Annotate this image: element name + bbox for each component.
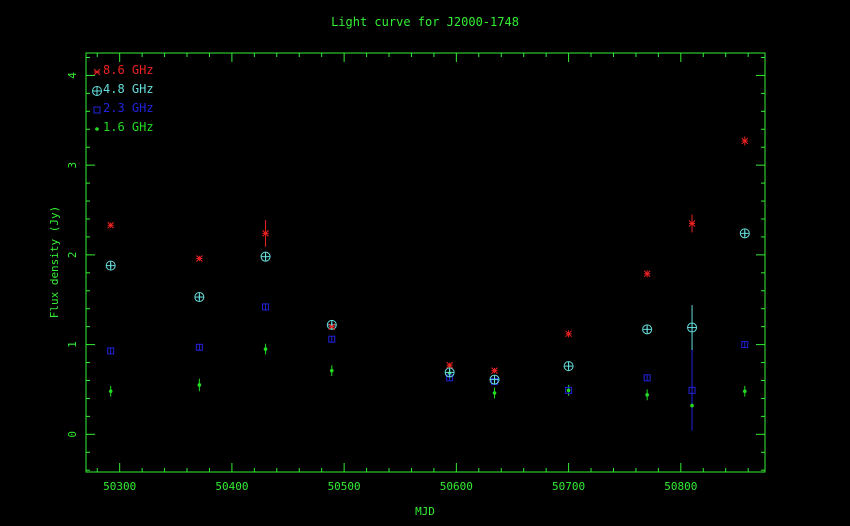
data-point: [262, 229, 269, 237]
square-outline: [565, 386, 573, 394]
data-point: [688, 220, 696, 227]
data-point: [741, 137, 749, 145]
dot-fill: [197, 383, 202, 387]
data-point: [739, 228, 750, 239]
square-outline: [107, 347, 115, 355]
data-point: [328, 335, 336, 343]
data-point: [194, 292, 205, 303]
asterisk-stroke: [196, 255, 203, 262]
asterisk-stroke: [446, 361, 453, 369]
data-point: [197, 383, 202, 387]
data-point: [565, 330, 572, 338]
asterisk-stroke: [491, 367, 498, 374]
error-bars: [110, 136, 746, 431]
data-point: [195, 343, 203, 351]
data-point: [563, 361, 574, 372]
data-point: [260, 251, 271, 262]
square-outline: [741, 341, 749, 349]
y-tick-label: 3: [66, 162, 79, 169]
square-outline: [328, 335, 336, 343]
square-outline: [688, 386, 696, 394]
square-outline: [93, 106, 101, 114]
dot-fill: [492, 391, 497, 395]
data-point: [262, 303, 270, 311]
data-point: [263, 347, 268, 351]
x-tick-label: 50500: [328, 480, 361, 493]
data-point: [687, 322, 698, 333]
legend: 8.6 GHz 4.8 GHz 2.3 GHz 1.6 GHz: [92, 63, 154, 134]
dot-fill: [263, 347, 268, 351]
data-point: [444, 367, 455, 378]
legend-marker: [93, 68, 101, 76]
dot-fill: [329, 368, 334, 373]
data-point: [489, 374, 500, 385]
x-axis-label: MJD: [415, 505, 435, 518]
dot-fill: [95, 127, 99, 131]
data-point: [645, 393, 649, 397]
data-point: [196, 255, 203, 262]
dot-fill: [566, 388, 571, 393]
asterisk-stroke: [643, 270, 651, 278]
asterisk-stroke: [262, 229, 269, 237]
data-point: [491, 367, 498, 374]
data-point: [741, 341, 749, 349]
data-point: [688, 386, 696, 394]
y-tick-label: 2: [66, 252, 79, 259]
y-tick-label: 1: [66, 341, 79, 348]
data-point: [446, 361, 453, 369]
x-tick-label: 50600: [440, 480, 473, 493]
asterisk-stroke: [741, 137, 749, 145]
data-point: [566, 388, 571, 393]
x-tick-label: 50800: [664, 480, 697, 493]
data-point: [492, 391, 497, 395]
asterisk-stroke: [688, 220, 696, 227]
square-outline: [195, 343, 203, 351]
data-point: [328, 323, 336, 331]
data-point: [326, 319, 337, 330]
chart-title: Light curve for J2000-1748: [331, 15, 519, 29]
y-tick-label: 0: [66, 431, 79, 438]
asterisk-stroke: [107, 221, 115, 229]
asterisk-stroke: [328, 323, 336, 331]
y-axis-label: Flux density (Jy): [48, 206, 61, 319]
data-point: [643, 374, 651, 382]
legend-label: 4.8 GHz: [103, 82, 154, 96]
square-outline: [262, 303, 270, 311]
data-point: [742, 389, 747, 394]
y-tick-label: 4: [66, 72, 79, 79]
data-point: [107, 347, 115, 355]
data-point: [690, 403, 694, 408]
dot-fill: [645, 393, 649, 397]
dot-fill: [742, 389, 747, 394]
dot-fill: [108, 389, 113, 394]
plot-frame: [85, 52, 766, 473]
data-point: [105, 260, 116, 271]
data-point: [642, 324, 653, 335]
legend-marker: [95, 127, 99, 131]
data-point: [643, 270, 651, 278]
dot-fill: [690, 403, 694, 408]
data-point: [565, 386, 573, 394]
x-tick-label: 50400: [215, 480, 248, 493]
x-tick-label: 50300: [103, 480, 136, 493]
square-outline: [643, 374, 651, 382]
legend-label: 1.6 GHz: [103, 120, 154, 134]
data-point: [108, 389, 113, 394]
asterisk-stroke: [93, 68, 101, 76]
data-point: [107, 221, 115, 229]
data-point: [329, 368, 334, 373]
axis-ticks: 50300 50400 50500 50600 50700 50800 0 1 2 3 4: [66, 53, 765, 493]
legend-label: 2.3 GHz: [103, 101, 154, 115]
legend-marker: [93, 106, 101, 114]
data-markers: [105, 137, 750, 408]
asterisk-stroke: [565, 330, 572, 338]
legend-label: 8.6 GHz: [103, 63, 154, 77]
x-tick-label: 50700: [552, 480, 585, 493]
legend-marker: [92, 86, 102, 96]
